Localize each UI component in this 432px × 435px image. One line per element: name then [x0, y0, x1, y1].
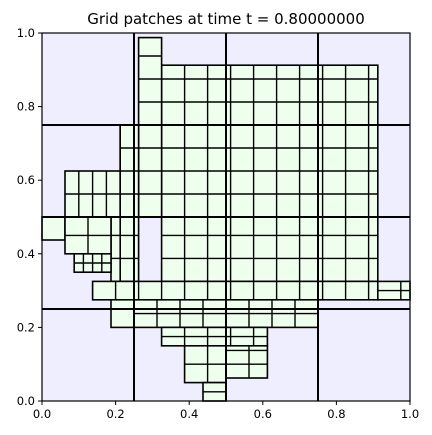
y-tick-label: 1.0: [17, 26, 35, 40]
fine-patch-10: [91, 280, 379, 301]
fine-patch-9: [73, 253, 112, 274]
fine-patch-fill: [225, 344, 269, 379]
coarse-grid-lines: [42, 33, 410, 401]
x-tick-label: 0.8: [327, 407, 345, 421]
fine-patch-15: [225, 344, 269, 379]
y-axis-ticks: 0.0 0.2 0.4 0.6 0.8 1.0: [17, 26, 42, 408]
y-tick-label: 0.0: [17, 394, 35, 408]
y-tick-label: 0.4: [17, 247, 35, 261]
x-tick-label: 0.2: [106, 407, 124, 421]
x-axis-ticks: 0.0 0.2 0.4 0.6 0.8 1.0: [33, 401, 419, 421]
fine-patch-2: [160, 216, 379, 283]
fine-patch-14: [183, 344, 227, 384]
fine-patch-fill: [91, 280, 379, 301]
fine-patch-1: [137, 36, 163, 218]
fine-patch-17: [376, 280, 411, 301]
y-tick-label: 0.8: [17, 100, 35, 114]
fine-patch-11: [110, 298, 135, 329]
x-tick-label: 0.0: [33, 407, 51, 421]
chart-title: Grid patches at time t = 0.80000000: [87, 10, 365, 28]
fine-patch-16: [202, 381, 227, 402]
fine-patch-4: [110, 216, 121, 283]
x-tick-label: 0.4: [180, 407, 198, 421]
fine-patch-13: [160, 326, 269, 347]
y-tick-label: 0.6: [17, 173, 35, 187]
fine-patch-6: [119, 124, 140, 218]
x-tick-label: 1.0: [401, 407, 419, 421]
fine-patches: [41, 36, 411, 402]
fine-patch-5: [64, 170, 122, 218]
fine-patch-0: [160, 64, 379, 218]
fine-patch-7: [41, 216, 66, 241]
fine-patch-fill: [41, 216, 66, 241]
fine-patch-fill: [137, 36, 163, 218]
fine-patch-fill: [110, 216, 121, 283]
x-tick-label: 0.6: [254, 407, 272, 421]
fine-patch-fill: [110, 298, 135, 329]
fine-patch-8: [64, 216, 112, 255]
y-tick-label: 0.2: [17, 320, 35, 334]
plot-frame: [41, 32, 411, 402]
fine-patch-fill: [160, 64, 379, 218]
